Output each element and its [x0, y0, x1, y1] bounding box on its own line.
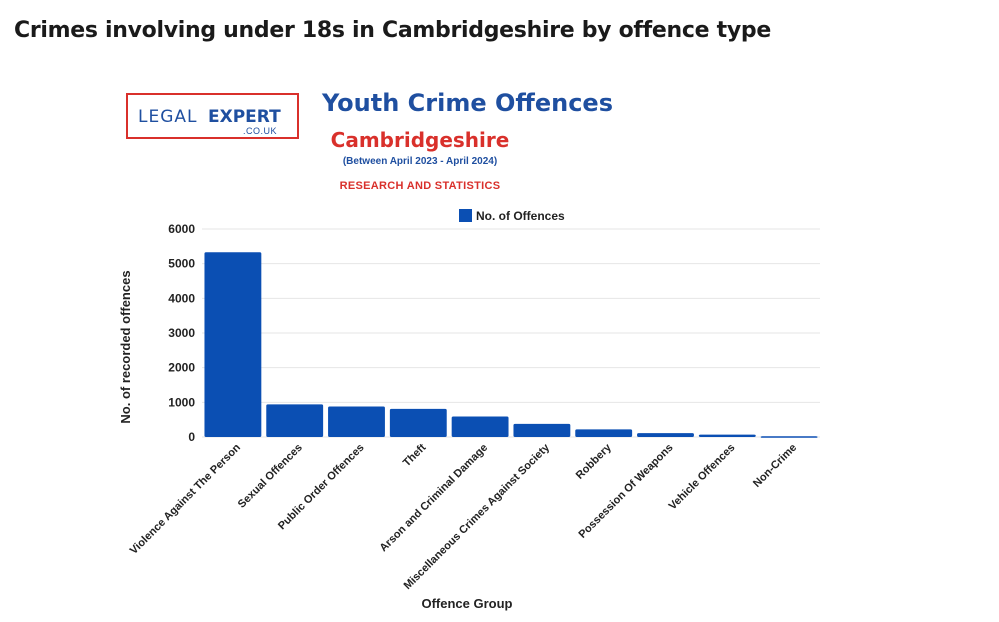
x-tick-label: Miscellaneous Crimes Against Society	[402, 441, 553, 592]
y-tick-label: 2000	[168, 361, 195, 375]
logo-text-domain: .CO.UK	[243, 126, 278, 136]
bar	[575, 429, 633, 437]
bar	[760, 436, 818, 438]
y-tick-label: 5000	[168, 257, 195, 271]
bar	[266, 404, 324, 437]
chart-title: Youth Crime Offences	[322, 89, 613, 117]
x-tick-label: Robbery	[574, 441, 615, 482]
chart-tagline: RESEARCH AND STATISTICS	[339, 180, 501, 192]
bar	[328, 406, 385, 437]
x-tick-label: Non-Crime	[751, 442, 799, 490]
x-tick-label: Arson and Criminal Damage	[378, 442, 491, 555]
y-axis-ticks: 0 1000 2000 3000 4000 5000 6000	[168, 222, 195, 444]
bar	[637, 433, 694, 437]
y-tick-label: 6000	[168, 222, 195, 236]
x-tick-label: Sexual Offences	[236, 442, 305, 511]
legend: No. of Offences	[459, 209, 565, 223]
y-tick-label: 4000	[168, 291, 195, 305]
bar	[204, 252, 262, 437]
x-tick-label: Theft	[401, 441, 429, 469]
chart-subtitle: Cambridgeshire	[330, 128, 510, 152]
logo-text-legal: LEGAL	[138, 107, 198, 127]
bar	[698, 434, 756, 437]
legal-expert-logo: LEGAL EXPERT .CO.UK	[126, 93, 299, 139]
grid-lines	[202, 228, 820, 438]
legend-swatch	[459, 209, 472, 222]
bar	[451, 416, 509, 437]
page-heading: Crimes involving under 18s in Cambridges…	[14, 18, 771, 43]
bar	[389, 408, 447, 437]
y-axis-label: No. of recorded offences	[118, 270, 133, 423]
y-tick-label: 0	[188, 430, 195, 444]
x-tick-label: Violence Against The Person	[128, 441, 243, 556]
bar	[513, 423, 571, 437]
y-tick-label: 3000	[168, 326, 195, 340]
chart-period: (Between April 2023 - April 2024)	[342, 156, 498, 167]
legend-label: No. of Offences	[476, 209, 565, 223]
x-axis-label: Offence Group	[421, 596, 512, 611]
x-tick-label: Vehicle Offences	[667, 442, 738, 513]
logo-text-expert: EXPERT	[208, 107, 281, 127]
bars	[204, 252, 818, 438]
y-tick-label: 1000	[168, 395, 195, 409]
